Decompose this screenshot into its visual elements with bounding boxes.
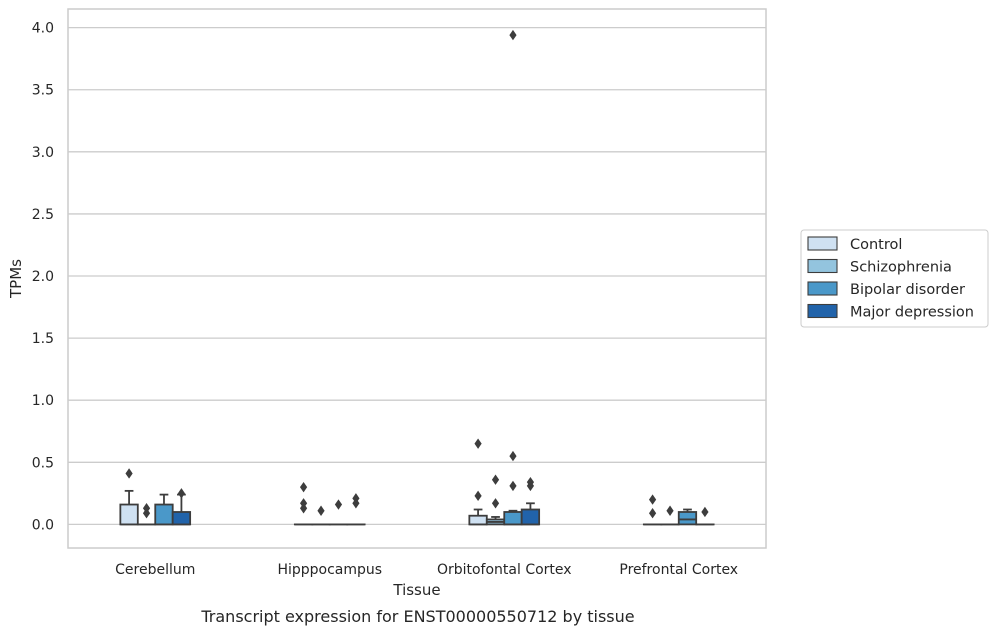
box-plot <box>136 503 157 526</box>
legend-label: Schizophrenia <box>850 260 952 276</box>
y-tick-label: 1.0 <box>32 393 54 409</box>
y-axis-title: TPMs <box>7 259 25 299</box>
outlier-point <box>177 488 186 499</box>
x-tick-label: Hipppocampus <box>277 562 382 578</box>
legend-swatch <box>807 236 838 251</box>
box-plot <box>468 438 488 526</box>
legend-label: Major depression <box>850 305 974 321</box>
box-plot <box>119 468 139 526</box>
box-plot <box>346 493 366 526</box>
legend-frame <box>800 229 989 328</box>
box-plot <box>171 488 192 526</box>
series-2 <box>154 29 698 526</box>
outlier-point <box>352 493 360 504</box>
legend-swatch <box>807 258 838 274</box>
legend-swatch <box>807 303 838 319</box>
box-plot <box>503 29 523 526</box>
box-plot <box>677 508 698 526</box>
box <box>520 508 541 526</box>
legend: Control Schizophrenia Bipolar disorder Majo… <box>800 229 989 328</box>
box-plot-series <box>119 29 715 526</box>
box <box>171 511 192 526</box>
outlier-point <box>648 494 657 505</box>
y-tick-label: 0.5 <box>32 455 54 471</box>
box-plot <box>293 481 314 526</box>
series-1 <box>136 474 680 526</box>
outlier-point <box>299 481 308 493</box>
box-plot <box>154 493 174 526</box>
x-tick-label: Cerebellum <box>115 562 195 578</box>
x-tick-labels: Cerebellum Hipppocampus Orbitofontal Corte… <box>115 562 738 578</box>
y-tick-label: 2.5 <box>32 207 54 223</box>
outlier-point <box>648 508 657 519</box>
legend-label: Control <box>850 237 902 253</box>
outlier-point <box>491 498 500 509</box>
x-axis-title: Tissue <box>392 581 440 599</box>
outlier-point <box>142 503 151 514</box>
box-plot <box>642 494 663 526</box>
box-plot <box>311 505 331 526</box>
outlier-point <box>474 438 482 449</box>
y-tick-label: 0.0 <box>32 517 54 533</box>
box-plot <box>485 474 506 526</box>
box-plot <box>695 506 715 526</box>
box-plot <box>520 476 541 526</box>
y-tick-label: 2.0 <box>32 269 54 285</box>
box-plot <box>660 505 680 526</box>
y-tick-label: 3.5 <box>32 83 54 99</box>
legend-swatch <box>807 281 838 296</box>
legend-item: Major depression <box>807 303 974 321</box>
series-0 <box>119 438 663 526</box>
box <box>154 503 174 526</box>
box <box>677 511 698 526</box>
x-tick-label: Orbitofontal Cortex <box>437 562 572 578</box>
outlier-point <box>526 476 535 488</box>
outlier-point <box>509 450 517 462</box>
legend-label: Bipolar disorder <box>850 282 965 298</box>
box <box>119 503 139 526</box>
outlier-point <box>509 480 517 492</box>
x-tick-label: Prefrontal Cortex <box>619 562 738 578</box>
outlier-point <box>701 506 709 518</box>
y-tick-labels: 0.0 0.5 1.0 1.5 2.0 2.5 3.0 3.5 4.0 <box>32 21 54 534</box>
outlier-point <box>509 29 517 41</box>
chart-caption: Transcript expression for ENST0000055071… <box>200 607 634 626</box>
y-tick-label: 1.5 <box>32 331 54 347</box>
y-tick-label: 4.0 <box>32 21 54 37</box>
box <box>503 511 523 526</box>
legend-item: Schizophrenia <box>807 258 952 276</box>
y-tick-label: 3.0 <box>32 145 54 161</box>
legend-item: Bipolar disorder <box>807 281 965 298</box>
outlier-point <box>299 498 308 509</box>
outlier-point <box>317 505 325 516</box>
series-3 <box>171 476 715 526</box>
outlier-point <box>491 474 500 485</box>
legend-item: Control <box>807 236 902 253</box>
box-plot <box>328 499 349 526</box>
outlier-point <box>666 505 674 516</box>
grid-lines <box>68 26 766 526</box>
outlier-point <box>334 499 343 510</box>
outlier-point <box>474 490 482 502</box>
outlier-point <box>125 468 133 479</box>
plot-frame <box>67 8 767 549</box>
box <box>468 514 488 526</box>
